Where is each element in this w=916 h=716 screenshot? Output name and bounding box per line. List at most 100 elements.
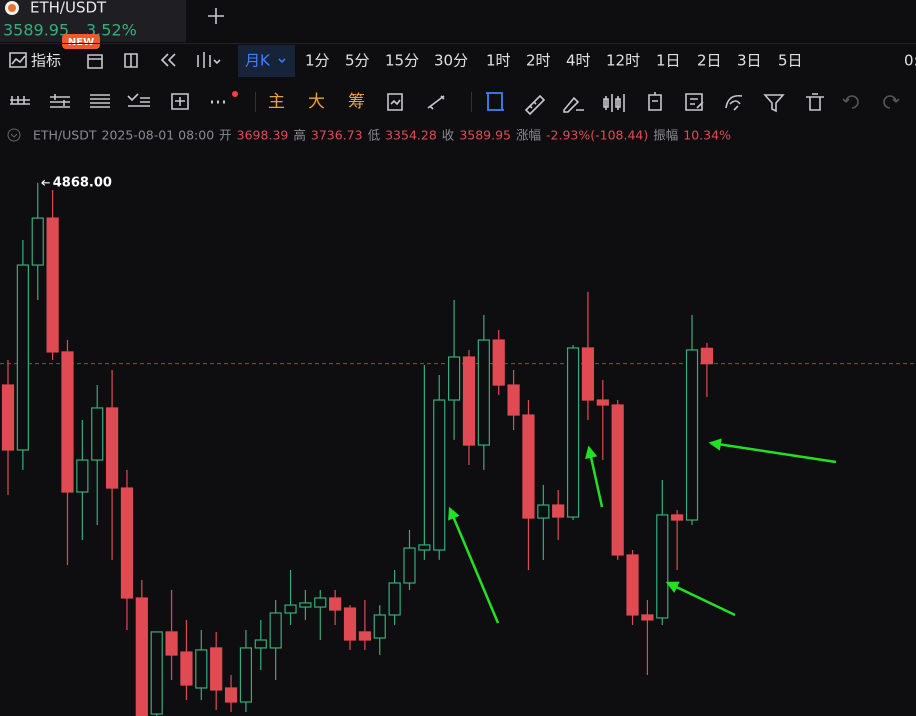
layout-icon[interactable]	[124, 53, 138, 68]
redo-icon[interactable]	[883, 95, 900, 109]
info-time: 2025-08-01 08:00	[102, 128, 215, 143]
overlay-tool[interactable]: 大	[308, 92, 325, 112]
overlay-tool[interactable]: 主	[268, 92, 285, 112]
interval-option[interactable]: 3日	[737, 52, 762, 70]
interval-option[interactable]: 12时	[606, 52, 640, 70]
ohlc-info: ETH/USDT 2025-08-01 08:00 开 3698.39 高 3736.73…	[33, 128, 731, 143]
candle-body	[239, 647, 253, 703]
tool-icons	[10, 91, 900, 116]
info-label: 振幅	[653, 128, 678, 143]
tool-icon[interactable]	[603, 94, 625, 112]
tool-icon[interactable]	[427, 95, 445, 110]
candle-body	[671, 514, 684, 521]
interval-option[interactable]: 5分	[345, 52, 370, 70]
candle-body	[314, 597, 327, 608]
notify-dot	[232, 91, 238, 97]
undo-icon[interactable]	[842, 95, 859, 109]
indicator-button[interactable]: 指标	[31, 52, 61, 70]
interval-option[interactable]: 1分	[305, 52, 330, 70]
interval-option[interactable]: 30分	[434, 52, 468, 70]
overlay-tools: 主大筹	[268, 92, 365, 112]
tool-icon[interactable]	[90, 94, 110, 108]
candle-body	[373, 614, 386, 639]
overlay-tool[interactable]: 筹	[348, 92, 365, 112]
candle-body	[254, 639, 267, 649]
candle-body	[477, 339, 490, 446]
tool-icon[interactable]	[127, 93, 150, 107]
arrow	[448, 506, 500, 624]
candle-body	[46, 217, 59, 353]
new-badge-text: NEW	[68, 37, 94, 48]
tool-icon[interactable]	[387, 93, 403, 111]
arrow	[665, 581, 736, 617]
candle-body	[165, 631, 178, 656]
tab-change: 3.52%	[86, 21, 137, 40]
interval-option[interactable]: 2时	[526, 52, 551, 70]
tool-icon[interactable]	[563, 96, 584, 113]
tool-icon[interactable]	[50, 94, 70, 108]
back-icon[interactable]	[160, 53, 176, 67]
tab-price: 3589.95	[3, 21, 69, 40]
arrow	[708, 438, 837, 464]
tool-icon[interactable]	[725, 94, 743, 111]
coin-icon-inner	[8, 4, 16, 12]
candle-body	[552, 504, 565, 518]
divider	[0, 43, 916, 44]
candle-body	[522, 414, 535, 519]
max-arrow	[41, 179, 50, 186]
info-symbol: ETH/USDT	[33, 128, 97, 143]
candle-body	[61, 351, 74, 493]
collapse-icon[interactable]	[7, 128, 21, 142]
tool-icon[interactable]	[763, 94, 785, 113]
active-interval-bg	[238, 45, 295, 77]
candle-type-icon[interactable]	[197, 52, 221, 68]
candle-body	[284, 604, 297, 614]
candle-body	[581, 347, 595, 401]
tool-icon[interactable]	[806, 93, 824, 111]
active-interval[interactable]: 月K	[245, 52, 271, 70]
candle-body	[105, 407, 119, 489]
candle-body	[611, 404, 624, 556]
interval-option[interactable]: 1时	[486, 52, 511, 70]
divider	[255, 92, 256, 112]
calendar-icon[interactable]	[87, 54, 103, 69]
add-tab[interactable]	[208, 8, 224, 24]
candle-body	[685, 349, 699, 521]
info-value: 3736.73	[311, 128, 363, 143]
candle-body	[418, 544, 431, 551]
tool-icon[interactable]	[524, 94, 546, 116]
new-badge	[62, 34, 100, 49]
candle-body	[388, 582, 401, 616]
info-label: 开	[219, 128, 232, 143]
tool-icon[interactable]	[10, 96, 30, 105]
annotation-arrows	[448, 438, 837, 624]
tool-icon[interactable]	[648, 92, 662, 111]
candle-chart: 4868.00	[0, 175, 916, 716]
candle-body	[566, 347, 580, 518]
candle-body	[150, 631, 163, 715]
interval-option[interactable]: 1日	[656, 52, 681, 70]
interval-option[interactable]: 4时	[566, 52, 591, 70]
max-label: 4868.00	[53, 175, 112, 190]
dropdown-icon	[278, 58, 286, 64]
candle-body	[180, 651, 193, 686]
candle-body	[433, 399, 446, 551]
candle-body	[269, 612, 282, 649]
tab-symbol: ETH/USDT	[30, 0, 107, 17]
candle-body	[403, 547, 416, 584]
candle-body	[700, 347, 713, 365]
interval-option[interactable]: 2日	[697, 52, 722, 70]
tool-icon[interactable]	[685, 93, 704, 111]
candle-body	[120, 487, 134, 599]
interval-list: 1分 5分 15分 30分 1时 2时 4时 12时 1日 2日 3日 5日 0:	[305, 52, 916, 70]
interval-option[interactable]: 5日	[778, 52, 803, 70]
info-value: 10.34%	[683, 128, 731, 143]
interval-option[interactable]: 15分	[385, 52, 419, 70]
candle-body	[462, 356, 476, 446]
info-label: 收	[442, 128, 455, 143]
tool-icon[interactable]	[171, 93, 189, 110]
interval-option[interactable]: 0:	[904, 52, 916, 70]
tool-icon-active[interactable]	[486, 92, 504, 111]
indicator-icon	[9, 52, 27, 68]
